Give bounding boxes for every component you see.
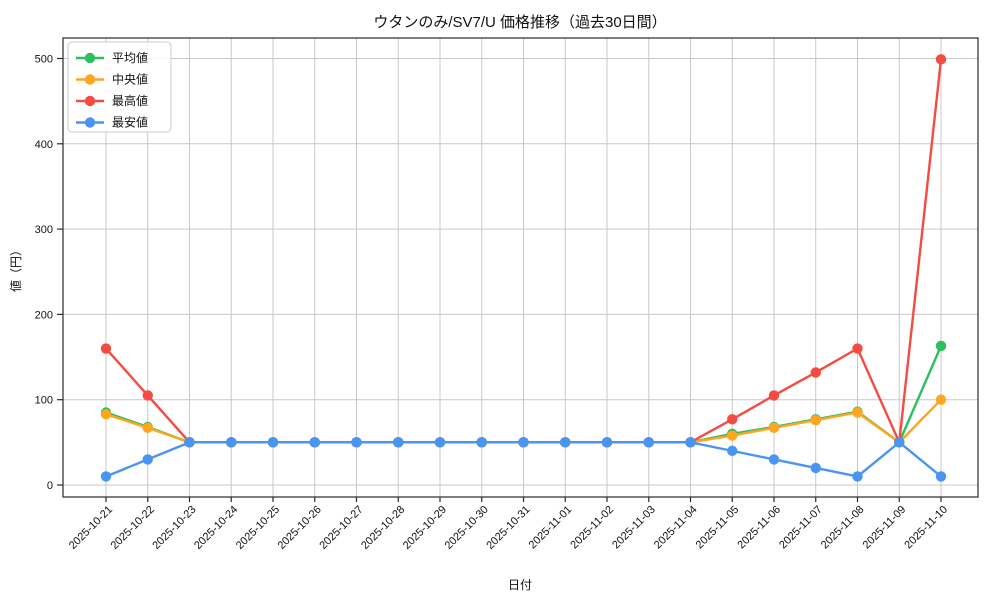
x-tick-label: 2025-11-06: [735, 504, 783, 552]
series-min-marker: [518, 437, 529, 448]
legend-average-label: 平均値: [112, 50, 148, 65]
series-median-marker: [810, 414, 821, 426]
x-tick-label: 2025-10-24: [192, 504, 240, 552]
series-min-marker: [393, 437, 404, 448]
x-axis-label: 日付: [508, 578, 532, 592]
x-tick-label: 2025-10-29: [401, 504, 449, 552]
series-min-marker: [560, 437, 571, 448]
x-tick-label: 2025-11-02: [568, 504, 616, 552]
chart-title: ウタンのみ/SV7/U 価格推移（過去30日間）: [373, 14, 666, 31]
y-axis-label: 値（円）: [8, 244, 23, 292]
series-max-marker: [852, 343, 863, 354]
series-min-marker: [267, 437, 279, 448]
series-min-marker: [810, 462, 821, 474]
plot-area: 01002003004005002025-10-212025-10-222025…: [35, 37, 979, 552]
series-median-marker: [852, 407, 863, 418]
series-min-marker: [768, 454, 780, 465]
series-max-marker: [100, 343, 112, 354]
x-tick-label: 2025-10-25: [234, 504, 282, 552]
legend-min-marker: [84, 117, 96, 128]
y-tick-label: 400: [35, 139, 53, 151]
series-median-marker: [935, 394, 947, 405]
legend-min-label: 最安値: [112, 115, 148, 130]
series-min-marker: [434, 437, 446, 448]
legend-box: [67, 41, 172, 133]
x-tick-label: 2025-11-10: [902, 504, 950, 552]
legend-max-marker: [84, 95, 96, 107]
series-min-marker: [351, 437, 362, 448]
series-min-marker: [643, 437, 654, 448]
x-tick-label: 2025-11-03: [610, 504, 658, 552]
legend-average-marker: [84, 52, 96, 64]
series-median-marker: [768, 422, 780, 434]
series-min-marker: [476, 437, 487, 448]
y-tick-label: 100: [35, 395, 53, 407]
legend-median-label: 中央値: [112, 72, 148, 87]
series-min-marker: [100, 471, 112, 482]
x-tick-label: 2025-10-31: [484, 504, 532, 552]
series-average-marker: [935, 340, 947, 352]
x-tick-label: 2025-10-23: [150, 504, 198, 552]
y-tick-label: 500: [35, 54, 53, 66]
plot-border: [62, 37, 979, 498]
series-median-marker: [100, 409, 112, 420]
legend-max-label: 最高値: [112, 93, 148, 108]
y-tick-label: 300: [35, 224, 53, 236]
x-tick-label: 2025-10-28: [359, 504, 407, 552]
x-tick-label: 2025-11-05: [694, 504, 742, 552]
series-min-marker: [685, 437, 696, 448]
x-tick-label: 2025-10-22: [109, 504, 157, 552]
y-tick-label: 0: [47, 480, 53, 492]
legend-median-marker: [84, 74, 96, 85]
x-tick-label: 2025-10-30: [443, 504, 491, 552]
series-min-marker: [727, 445, 738, 457]
series-min-marker: [309, 437, 320, 448]
x-tick-label: 2025-11-07: [777, 504, 825, 552]
y-tick-label: 200: [35, 309, 53, 321]
series-median-marker: [727, 430, 738, 441]
series-min-marker: [894, 437, 905, 448]
x-tick-label: 2025-11-08: [819, 504, 867, 552]
series-min-marker: [935, 471, 947, 482]
series-max-marker: [768, 390, 780, 401]
x-tick-label: 2025-11-01: [527, 504, 575, 552]
series-median-marker: [142, 422, 153, 434]
series-max-marker: [142, 390, 153, 401]
x-tick-label: 2025-10-26: [276, 504, 324, 552]
x-tick-label: 2025-10-27: [317, 504, 365, 552]
series-min-marker: [852, 471, 863, 482]
series-max-marker: [935, 54, 947, 65]
series-max-marker: [810, 367, 821, 378]
series-min-marker: [226, 437, 237, 448]
series-min-marker: [142, 454, 153, 465]
series-min-marker: [601, 437, 613, 448]
x-tick-label: 2025-10-21: [67, 504, 115, 552]
x-tick-label: 2025-11-09: [861, 504, 909, 552]
series-min-marker: [184, 437, 195, 448]
series-max-marker: [727, 414, 738, 425]
x-tick-label: 2025-11-04: [652, 504, 700, 552]
